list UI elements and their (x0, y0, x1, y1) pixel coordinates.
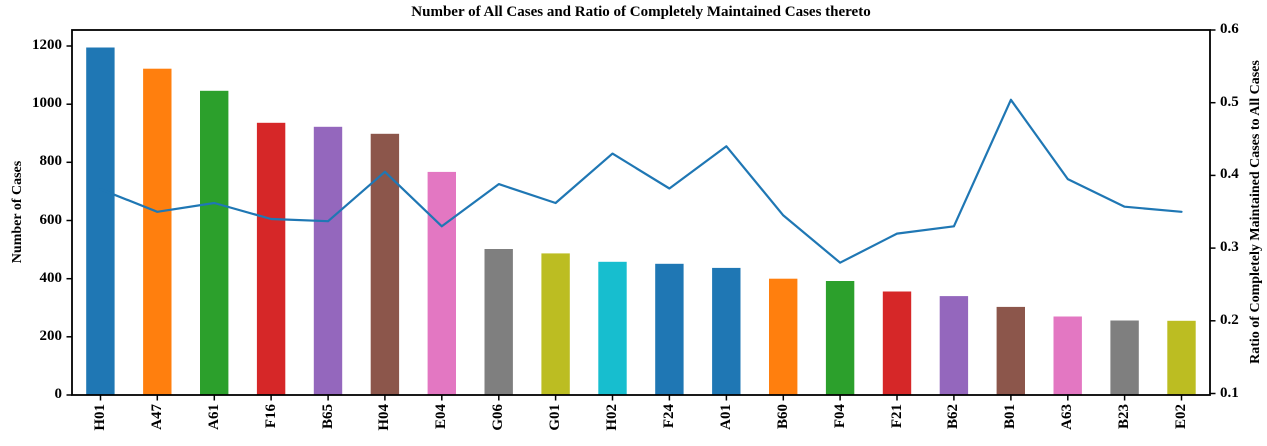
bar-G01 (541, 253, 570, 395)
bar-E02 (1167, 320, 1196, 395)
right-tick-label: 0.5 (1220, 93, 1239, 110)
left-tick-label: 1000 (32, 95, 62, 112)
x-tick-label: E02 (1173, 404, 1189, 430)
x-tick-label: G06 (490, 404, 507, 431)
x-tick-label: A47 (148, 404, 165, 430)
bar-B62 (939, 296, 969, 395)
x-tick-label: F24 (660, 404, 677, 429)
bar-F16 (256, 122, 286, 396)
bar-A63 (1053, 316, 1082, 395)
bar-G06 (484, 249, 513, 395)
bar-B65 (313, 126, 343, 396)
chart-title: Number of All Cases and Ratio of Complet… (411, 4, 871, 20)
ratio-line (99, 98, 1183, 264)
x-tick-label: G01 (547, 404, 564, 431)
right-tick-label: 0.4 (1220, 166, 1239, 183)
left-tick-label: 800 (39, 153, 63, 170)
bar-A47 (143, 68, 172, 395)
bar-H02 (598, 261, 627, 395)
plot-border (71, 29, 1211, 396)
x-tick-label: B65 (319, 404, 336, 430)
x-tick-label: B60 (774, 404, 791, 430)
bar-B60 (769, 278, 798, 395)
right-tick-label: 0.3 (1220, 239, 1239, 256)
left-tick-label: 200 (39, 327, 63, 344)
bar-A01 (712, 267, 741, 395)
x-tick-label: A61 (205, 404, 222, 430)
right-tick-label: 0.6 (1220, 21, 1239, 37)
right-tick-label: 0.1 (1220, 384, 1239, 401)
right-axis-label: Ratio of Completely Maintained Cases to … (1248, 60, 1263, 364)
x-tick-label: H02 (604, 404, 620, 431)
left-tick-label: 0 (54, 386, 63, 402)
x-tick-label: F16 (262, 404, 279, 429)
x-tick-label: E04 (433, 404, 450, 430)
bar-E04 (427, 171, 456, 395)
x-tick-label: A63 (1059, 404, 1076, 430)
x-tick-label: F21 (888, 404, 905, 429)
bar-F21 (882, 291, 912, 395)
x-tick-label: H04 (376, 404, 393, 431)
x-tick-label: B62 (945, 404, 962, 430)
bar-H04 (370, 133, 400, 396)
bar-F04 (825, 281, 855, 395)
left-tick-label: 600 (39, 211, 63, 228)
left-tick-label: 1200 (32, 37, 62, 53)
bar-B01 (996, 306, 1025, 395)
x-tick-label: F04 (831, 404, 848, 429)
bar-B23 (1110, 320, 1139, 395)
x-tick-label: H01 (92, 404, 108, 431)
left-tick-label: 400 (39, 269, 63, 286)
x-tick-label: B01 (1002, 404, 1019, 430)
bar-F24 (655, 263, 684, 395)
x-tick-label: A01 (717, 404, 734, 430)
bar-H01 (86, 47, 115, 395)
x-tick-label: B23 (1116, 404, 1133, 430)
right-tick-label: 0.2 (1220, 311, 1239, 328)
bar-A61 (200, 90, 229, 396)
